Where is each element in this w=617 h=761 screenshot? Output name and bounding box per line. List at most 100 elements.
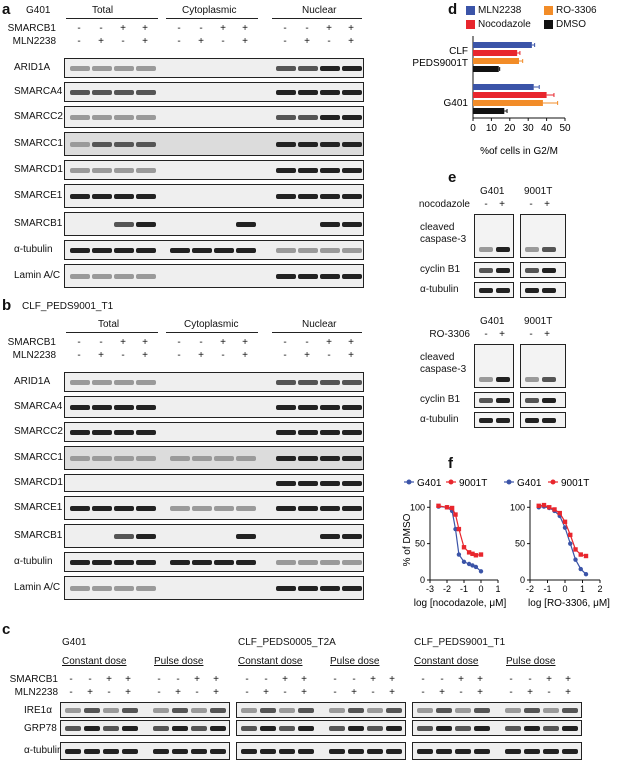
panel-a-cell-line: G401 — [26, 5, 51, 16]
protein-band — [136, 194, 156, 199]
panel-a-row-mln: MLN2238 — [12, 36, 56, 47]
protein-band — [298, 66, 318, 71]
blot-strip — [64, 82, 364, 102]
protein-band — [92, 430, 112, 435]
sign-smarcb1: + — [389, 674, 395, 685]
sign-smarcb1: + — [106, 674, 112, 685]
protein-band — [342, 560, 362, 565]
sign-mln2238: + — [389, 687, 395, 698]
protein-band — [496, 268, 510, 273]
y-axis-label: % of DMSO — [402, 513, 413, 566]
sign-mln2238: - — [157, 687, 161, 698]
sign-smarcb1: + — [242, 337, 248, 348]
protein-band — [342, 586, 362, 591]
protein-band — [114, 430, 134, 435]
protein-band — [70, 66, 90, 71]
blot-strip — [60, 720, 230, 736]
protein-band — [320, 586, 340, 591]
protein-band — [276, 274, 296, 279]
protein-band — [92, 506, 112, 511]
sign-smarcb1: - — [99, 337, 103, 348]
protein-label: cyclin B1 — [420, 264, 461, 275]
protein-band — [65, 708, 81, 713]
panel-b-group-cyto: Cytoplasmic — [184, 319, 239, 330]
sign-smarcb1: + — [326, 23, 332, 34]
protein-band — [65, 726, 81, 731]
dose-constant: Constant dose — [62, 656, 127, 667]
sign-smarcb1: + — [477, 674, 483, 685]
legend-label: 9001T — [459, 478, 487, 489]
protein-band — [474, 749, 490, 754]
blot-strip — [64, 106, 364, 128]
panel-c-cell-line-2: CLF_PEDS0005_T2A — [238, 637, 336, 648]
sign-mln2238: - — [69, 687, 73, 698]
protein-band — [236, 534, 256, 539]
protein-band — [92, 142, 112, 147]
protein-band — [70, 430, 90, 435]
protein-band — [298, 142, 318, 147]
sign-mln2238: - — [121, 36, 125, 47]
blot-strip — [236, 742, 406, 760]
protein-band — [298, 726, 314, 731]
protein-band — [153, 726, 169, 731]
protein-band — [114, 456, 134, 461]
x-axis-label: %of cells in G2/M — [480, 146, 558, 157]
blot-strip — [236, 720, 406, 736]
protein-band — [136, 456, 156, 461]
protein-band — [279, 708, 295, 713]
protein-band — [348, 708, 364, 713]
protein-band — [320, 90, 340, 95]
protein-band — [114, 248, 134, 253]
protein-band — [479, 268, 493, 273]
protein-band — [192, 506, 212, 511]
protein-band — [191, 726, 207, 731]
dose-pulse: Pulse dose — [154, 656, 204, 667]
protein-band — [276, 405, 296, 410]
protein-band — [342, 456, 362, 461]
sign-smarcb1: + — [220, 337, 226, 348]
panel-d-letter: d — [448, 1, 458, 18]
sign-mln2238: - — [547, 687, 551, 698]
x-tick-label: 10 — [486, 123, 498, 134]
protein-band — [192, 456, 212, 461]
protein-band — [70, 142, 90, 147]
blot-strip — [474, 282, 514, 298]
sign-mln2238: + — [142, 350, 148, 361]
protein-band — [92, 248, 112, 253]
protein-band — [329, 749, 345, 754]
protein-label: α-tubulin — [14, 244, 53, 255]
data-point-9001t — [453, 512, 458, 517]
legend-label-ro3306: RO-3306 — [556, 5, 597, 16]
protein-band — [542, 377, 556, 382]
series-line-g401 — [538, 505, 587, 575]
protein-label: SMARCB1 — [14, 530, 63, 541]
protein-label: α-tubulin — [24, 745, 63, 756]
protein-band — [114, 90, 134, 95]
protein-band — [70, 115, 90, 120]
protein-band — [214, 506, 234, 511]
cell-line-9001t: 9001T — [524, 316, 553, 327]
protein-band — [136, 586, 156, 591]
sign-mln2238: - — [327, 350, 331, 361]
protein-band — [436, 726, 452, 731]
protein-band — [298, 456, 318, 461]
protein-band — [136, 534, 156, 539]
panel-b-line-total — [66, 332, 158, 333]
x-tick-label: 0 — [562, 584, 567, 594]
sign-smarcb1: - — [199, 23, 203, 34]
sign-smarcb1: - — [305, 23, 309, 34]
protein-band — [170, 248, 190, 253]
protein-band — [479, 398, 493, 403]
sign-mln2238: - — [177, 36, 181, 47]
cell-line-g401: G401 — [480, 186, 505, 197]
data-point-9001t — [552, 507, 557, 512]
protein-band — [70, 506, 90, 511]
protein-band — [136, 66, 156, 71]
series-line-g401 — [438, 505, 482, 572]
sign-mln2238: - — [245, 687, 249, 698]
bar-ro-3306 — [473, 100, 543, 106]
protein-band — [214, 248, 234, 253]
panel-c-cell-line-1: G401 — [62, 637, 87, 648]
protein-band — [136, 248, 156, 253]
